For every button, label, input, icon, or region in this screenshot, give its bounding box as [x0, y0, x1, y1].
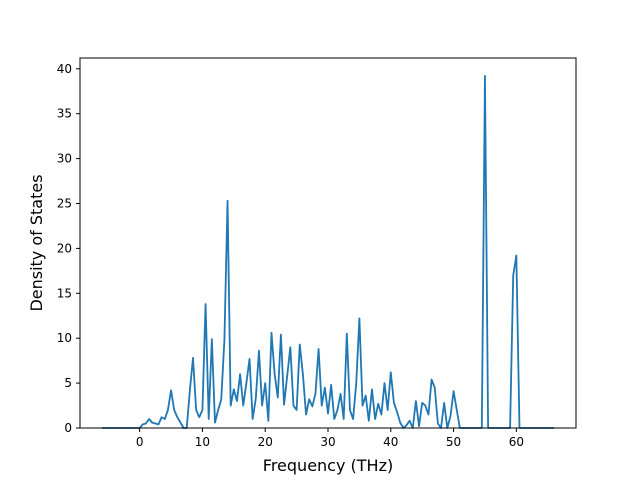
y-axis-label: Density of States: [27, 174, 46, 311]
x-tick-label: 60: [509, 435, 524, 449]
x-tick-label: 10: [195, 435, 210, 449]
x-tick-label: 40: [383, 435, 398, 449]
y-tick-label: 35: [57, 107, 72, 121]
x-tick-label: 30: [320, 435, 335, 449]
x-tick-label: 50: [446, 435, 461, 449]
x-axis-ticks: 0 10 20 30 40 50 60: [136, 428, 524, 449]
x-tick-label: 20: [258, 435, 273, 449]
y-tick-label: 20: [57, 241, 72, 255]
x-axis-label: Frequency (THz): [263, 456, 393, 475]
x-tick-label: 0: [136, 435, 144, 449]
y-tick-label: 5: [64, 376, 72, 390]
y-tick-label: 30: [57, 152, 72, 166]
y-tick-label: 10: [57, 331, 72, 345]
y-axis-ticks: 0 5 10 15 20 25 30 35 40: [57, 62, 80, 435]
y-tick-label: 25: [57, 196, 72, 210]
y-tick-label: 40: [57, 62, 72, 76]
y-tick-label: 15: [57, 286, 72, 300]
y-tick-label: 0: [64, 421, 72, 435]
